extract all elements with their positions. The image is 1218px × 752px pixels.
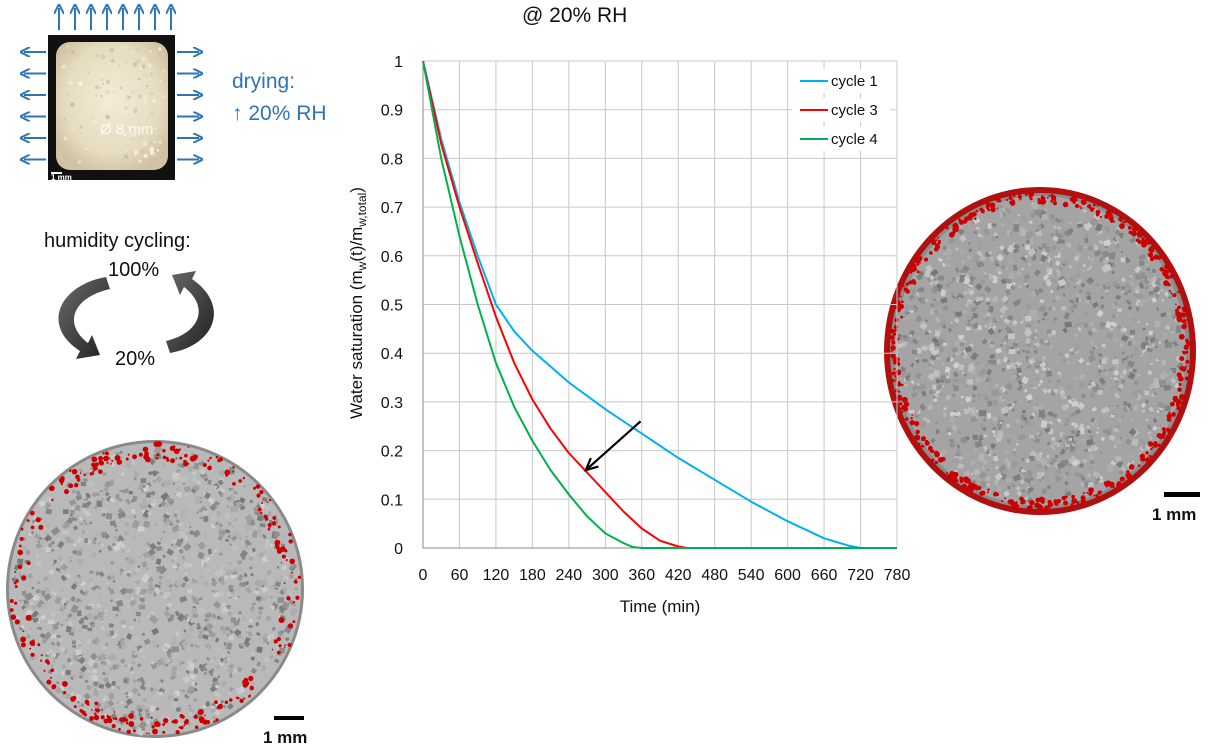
cycling-arrows (58, 271, 214, 359)
x-tick-label: 180 (519, 567, 546, 584)
scale-bar-left (274, 716, 304, 720)
legend-label: cycle 1 (831, 73, 878, 90)
annotation-arrow-head (583, 457, 599, 472)
sample-scale-label: 1 mm (51, 173, 72, 182)
y-tick-label: 0 (394, 541, 403, 558)
x-tick-label: 660 (811, 567, 838, 584)
drying-rh-label: ↑ 20% RH (232, 102, 327, 125)
y-tick-label: 0.4 (381, 346, 403, 363)
y-axis-label-sub: w,total (355, 193, 369, 228)
cycle-down-arrow (58, 277, 110, 359)
x-tick-label: 540 (738, 567, 765, 584)
sample-diameter-label: Ø 8 mm (100, 121, 154, 138)
y-tick-label: 0.8 (381, 151, 403, 168)
x-tick-label: 600 (774, 567, 801, 584)
x-axis-label: Time (min) (620, 597, 701, 616)
cycle-up-arrow (166, 271, 214, 353)
y-tick-label: 0.1 (381, 492, 403, 509)
y-tick-label: 0.7 (381, 200, 403, 217)
chart-series (422, 60, 897, 549)
y-axis-label: Water saturation (mw(t)/mw,total) (347, 187, 369, 419)
drying-label: drying: (232, 70, 296, 93)
x-tick-label: 780 (884, 567, 911, 584)
y-axis-label-part: Water saturation (m (347, 270, 366, 419)
x-tick-label: 300 (592, 567, 619, 584)
x-tick-label: 240 (555, 567, 582, 584)
x-tick-label: 720 (847, 567, 874, 584)
x-tick-label: 420 (665, 567, 692, 584)
y-tick-label: 1 (394, 54, 403, 71)
cycle-high-label: 100% (108, 259, 160, 281)
series-line-cycle-3 (422, 60, 897, 549)
drying-arrows (24, 8, 199, 160)
x-tick-label: 120 (483, 567, 510, 584)
legend-label: cycle 3 (831, 102, 878, 119)
humidity-cycling-label: humidity cycling: (44, 230, 191, 252)
x-tick-label: 60 (451, 567, 469, 584)
cross-section-cycle1 (6, 440, 304, 738)
y-tick-label: 0.3 (381, 395, 403, 412)
x-tick-label: 360 (628, 567, 655, 584)
x-tick-labels: 0 60 120 180 240 300 360 420 480 540 600 660 720 780 (419, 567, 911, 584)
y-tick-label: 0.2 (381, 444, 403, 461)
chart-legend: cycle 1 cycle 3 cycle 4 (792, 69, 890, 151)
x-tick-label: 0 (419, 567, 428, 584)
series-line-cycle-1 (422, 60, 897, 549)
scale-bar-right (1164, 492, 1200, 497)
scale-bar-right-label: 1 mm (1152, 505, 1197, 524)
cycle-low-label: 20% (115, 348, 156, 370)
x-tick-label: 480 (701, 567, 728, 584)
legend-label: cycle 4 (831, 131, 878, 148)
y-axis-label-part: ) (347, 187, 366, 193)
y-tick-label: 0.6 (381, 249, 403, 266)
y-axis-label-part: (t)/m (347, 227, 366, 262)
y-axis-label-sub: w (355, 261, 369, 271)
y-tick-labels: 0 0.1 0.2 0.3 0.4 0.5 0.6 0.7 0.8 0.9 1 (381, 54, 403, 558)
scale-bar-left-label: 1 mm (263, 728, 308, 747)
series-line-cycle-4 (422, 60, 897, 549)
annotation-arrow-shaft (585, 420, 642, 471)
sample-photo-panel (0, 0, 230, 180)
chart-title: @ 20% RH (522, 4, 628, 27)
y-tick-label: 0.5 (381, 298, 403, 315)
cross-section-cycle4 (884, 187, 1196, 515)
annotation-arrow (583, 420, 642, 472)
y-tick-label: 0.9 (381, 103, 403, 120)
